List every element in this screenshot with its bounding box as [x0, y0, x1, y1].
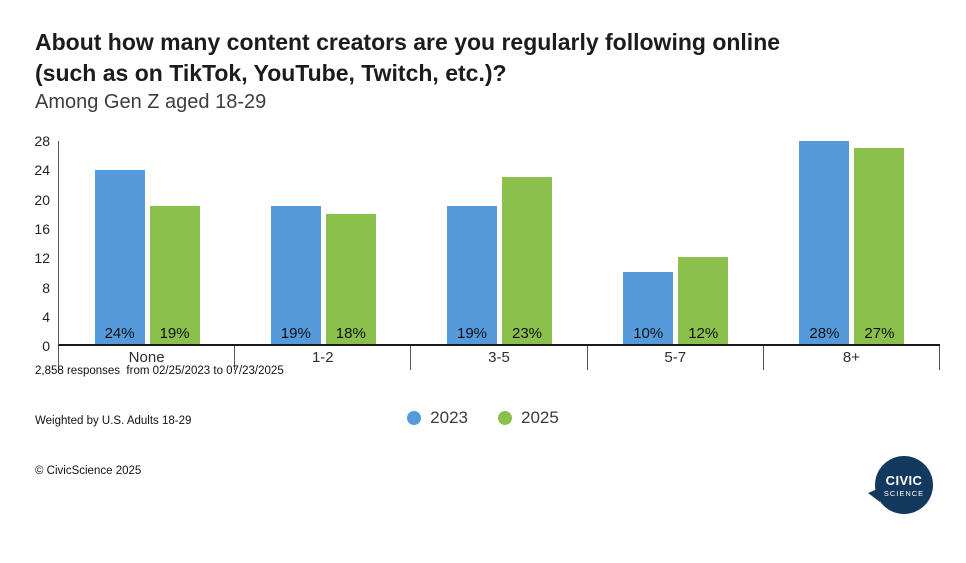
- legend: 2023 2025: [0, 408, 966, 428]
- logo-bubble-tail-icon: [868, 488, 880, 502]
- y-tick-label: 20: [34, 191, 50, 208]
- y-tick-label: 16: [34, 221, 50, 238]
- chart-title-line-2: (such as on TikTok, YouTube, Twitch, etc…: [35, 59, 507, 86]
- bar-value-label: 19%: [159, 325, 190, 343]
- bar-value-label: 10%: [633, 325, 664, 343]
- bar-2023-8+: 28%: [799, 141, 850, 345]
- bar-2025-3-5: 23%: [502, 177, 552, 345]
- x-category-label: None: [58, 346, 236, 371]
- bar-group: 19% 23%: [411, 141, 587, 345]
- logo-speech-bubble-icon: CIVIC SCIENCE: [868, 456, 933, 514]
- legend-item-2025: 2025: [498, 408, 559, 428]
- y-tick-label: 28: [34, 133, 50, 150]
- legend-dot-icon: [407, 411, 422, 426]
- logo-text-civic: CIVIC: [885, 472, 923, 488]
- bar-value-label: 18%: [335, 325, 366, 343]
- bar-value-label: 27%: [864, 325, 895, 343]
- bar-value-label: 19%: [280, 325, 311, 343]
- x-category-label: 8+: [764, 346, 941, 371]
- legend-label: 2023: [430, 408, 468, 428]
- bar-2023-None: 24%: [94, 170, 145, 345]
- bar-group: 28% 27%: [764, 141, 940, 345]
- y-tick-label: 0: [42, 338, 50, 355]
- bar-group: 24% 19%: [59, 141, 235, 345]
- y-tick-label: 8: [42, 279, 50, 296]
- bar-2025-8+: 27%: [854, 148, 905, 345]
- bar-2025-5-7: 12%: [678, 257, 729, 345]
- x-category-label: 5-7: [588, 346, 764, 371]
- logo-text-science: SCIENCE: [883, 488, 925, 498]
- x-category-label: 1-2: [235, 346, 412, 371]
- bar-group: 10% 12%: [588, 141, 764, 345]
- bar-value-label: 19%: [456, 325, 488, 343]
- bar-2023-1-2: 19%: [270, 206, 321, 345]
- y-tick-label: 4: [42, 308, 50, 325]
- x-axis: None 1-2 3-5 5-7 8+: [58, 346, 941, 371]
- bar-2023-5-7: 10%: [623, 271, 674, 345]
- bar-value-label: 28%: [809, 325, 840, 343]
- bar-value-label: 24%: [104, 325, 135, 343]
- footer-responses: 2,858 responses from 02/25/2023 to 07/23…: [35, 364, 284, 377]
- footer-weighting: Weighted by U.S. Adults 18-29: [35, 414, 192, 427]
- x-category-label: 3-5: [411, 346, 588, 371]
- chart-header: About how many content creators are you …: [0, 0, 966, 114]
- bar-chart: 0 4 8 12 16 20 24 28 24% 19% 19% 18% 19% 23% 10% 12% 28…: [22, 133, 966, 371]
- footer-copyright: © CivicScience 2025: [35, 464, 142, 477]
- chart-subtitle: Among Gen Z aged 18-29: [35, 91, 267, 114]
- bar-2023-3-5: 19%: [447, 206, 497, 345]
- bar-2025-1-2: 18%: [325, 213, 376, 345]
- chart-title-line-1: About how many content creators are you …: [35, 29, 781, 55]
- bar-2025-None: 19%: [149, 206, 200, 345]
- legend-dot-icon: [498, 411, 512, 426]
- y-tick-label: 12: [34, 250, 50, 267]
- legend-label: 2025: [521, 408, 559, 428]
- civicscience-logo: CIVIC SCIENCE: [868, 456, 933, 514]
- bar-group: 19% 18%: [235, 141, 411, 345]
- y-tick-label: 24: [34, 162, 50, 179]
- legend-item-2023: 2023: [407, 408, 468, 428]
- footer: 2,858 responses from 02/25/2023 to 07/23…: [35, 330, 284, 513]
- y-axis: 0 4 8 12 16 20 24 28: [22, 133, 58, 354]
- bar-value-label: 12%: [688, 325, 719, 343]
- bar-value-label: 23%: [511, 325, 543, 343]
- plot-area: 24% 19% 19% 18% 19% 23% 10% 12% 28% 27%: [58, 141, 940, 347]
